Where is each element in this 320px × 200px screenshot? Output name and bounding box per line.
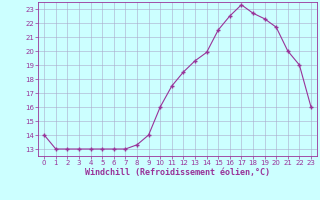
X-axis label: Windchill (Refroidissement éolien,°C): Windchill (Refroidissement éolien,°C) [85,168,270,177]
